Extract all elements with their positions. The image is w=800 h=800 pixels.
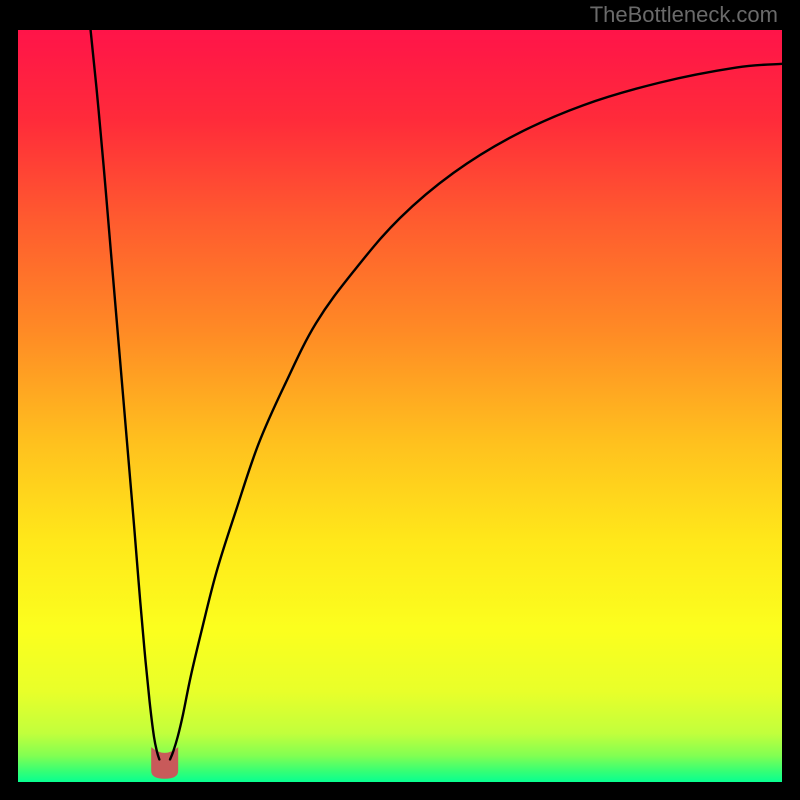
watermark-text: TheBottleneck.com <box>590 2 778 28</box>
chart-container: { "watermark": "TheBottleneck.com", "plo… <box>0 0 800 800</box>
curves-layer <box>18 30 782 782</box>
plot-area <box>18 30 782 782</box>
left-curve <box>91 30 160 759</box>
right-curve <box>170 64 782 760</box>
